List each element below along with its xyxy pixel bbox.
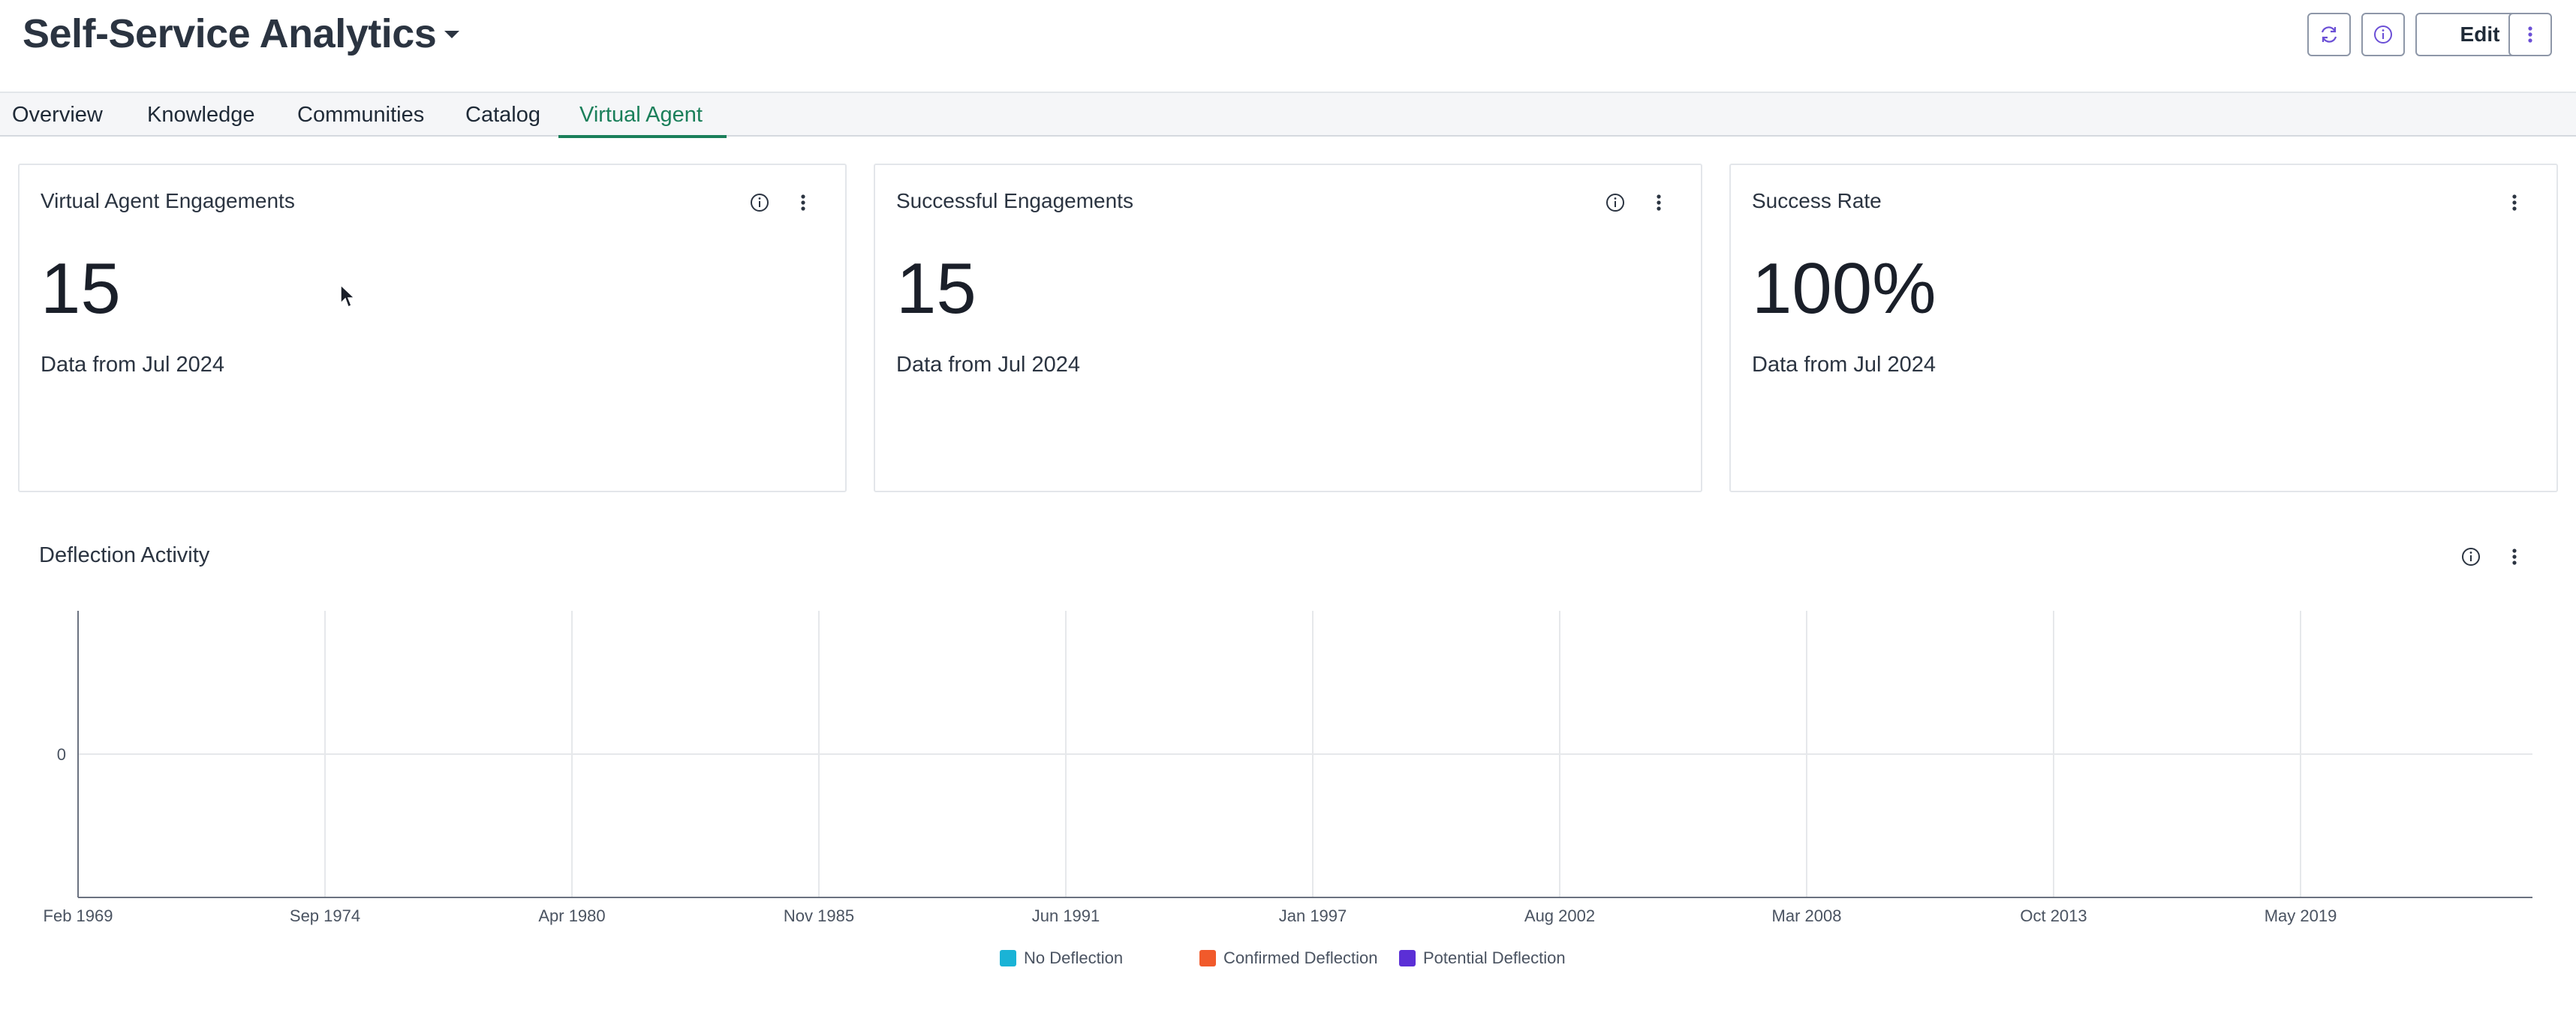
card-subtitle: Data from Jul 2024: [896, 353, 1081, 377]
deflection-chart: Feb 1969 Sep 1974 Apr 1980 Nov 1985 Jun 1991…: [44, 611, 2532, 925]
tab-catalog[interactable]: Catalog: [465, 103, 540, 127]
card-value: 15: [41, 248, 121, 329]
refresh-button[interactable]: [2307, 13, 2351, 56]
more-vertical-icon[interactable]: [1644, 188, 1674, 218]
refresh-icon: [2321, 26, 2337, 43]
tab-bar: Overview Knowledge Communities Catalog V…: [0, 92, 2576, 138]
card-value: 100%: [1752, 248, 1937, 329]
legend-swatch: [1399, 950, 1416, 966]
legend-item[interactable]: Potential Deflection: [1399, 948, 1566, 968]
kpi-card-successful-engagements: Successful Engagements 15 Data from Jul …: [874, 164, 1702, 492]
page-header: Self-Service Analytics Edit: [0, 0, 2576, 93]
card-value: 15: [896, 248, 977, 329]
card-subtitle: Data from Jul 2024: [1752, 353, 1937, 377]
info-button[interactable]: [2361, 13, 2405, 56]
card-subtitle: Data from Jul 2024: [41, 353, 225, 377]
legend-swatch: [1199, 950, 1216, 966]
info-icon: [2374, 26, 2392, 44]
panel-title: Deflection Activity: [39, 543, 210, 567]
info-icon[interactable]: [1600, 188, 1630, 218]
x-tick-label: Jun 1991: [1032, 906, 1100, 925]
legend-swatch: [1000, 950, 1016, 966]
x-tick-label: Feb 1969: [44, 906, 113, 925]
more-options-button[interactable]: [2508, 13, 2552, 56]
card-title: Successful Engagements: [896, 189, 1133, 212]
x-tick-label: Sep 1974: [290, 906, 360, 925]
y-tick-label: 0: [57, 745, 66, 764]
tab-knowledge[interactable]: Knowledge: [147, 103, 255, 127]
more-vertical-icon[interactable]: [2499, 188, 2529, 218]
more-vertical-icon: [2528, 26, 2532, 43]
kpi-card-success-rate: Success Rate 100% Data from Jul 2024: [1729, 164, 2558, 492]
info-icon[interactable]: [2456, 542, 2486, 572]
info-icon[interactable]: [745, 188, 775, 218]
legend-label: Confirmed Deflection: [1223, 948, 1378, 967]
x-tick-label: Nov 1985: [784, 906, 854, 925]
more-vertical-icon[interactable]: [788, 188, 818, 218]
legend-label: Potential Deflection: [1423, 948, 1566, 967]
page-title: Self-Service Analytics: [23, 11, 437, 56]
kpi-card-engagements: Virtual Agent Engagements 15 Data from J…: [18, 164, 847, 492]
x-tick-label: Apr 1980: [538, 906, 605, 925]
legend-label: No Deflection: [1024, 948, 1124, 967]
tab-virtual-agent[interactable]: Virtual Agent: [558, 93, 727, 138]
x-tick-label: May 2019: [2265, 906, 2337, 925]
tab-overview[interactable]: Overview: [12, 103, 103, 127]
x-tick-label: Jan 1997: [1279, 906, 1347, 925]
more-vertical-icon[interactable]: [2499, 542, 2529, 572]
card-title: Success Rate: [1752, 189, 1882, 212]
x-tick-label: Mar 2008: [1772, 906, 1842, 925]
chart-legend: No Deflection Confirmed Deflection Potenti…: [0, 948, 2576, 971]
x-tick-label: Aug 2002: [1524, 906, 1595, 925]
x-tick-label: Oct 2013: [2020, 906, 2087, 925]
chevron-down-icon[interactable]: [443, 29, 461, 41]
tab-communities[interactable]: Communities: [297, 103, 425, 127]
legend-item[interactable]: Confirmed Deflection: [1199, 948, 1377, 968]
legend-item[interactable]: No Deflection: [1000, 948, 1123, 968]
card-title: Virtual Agent Engagements: [41, 189, 295, 212]
mouse-cursor-icon: [340, 284, 356, 308]
